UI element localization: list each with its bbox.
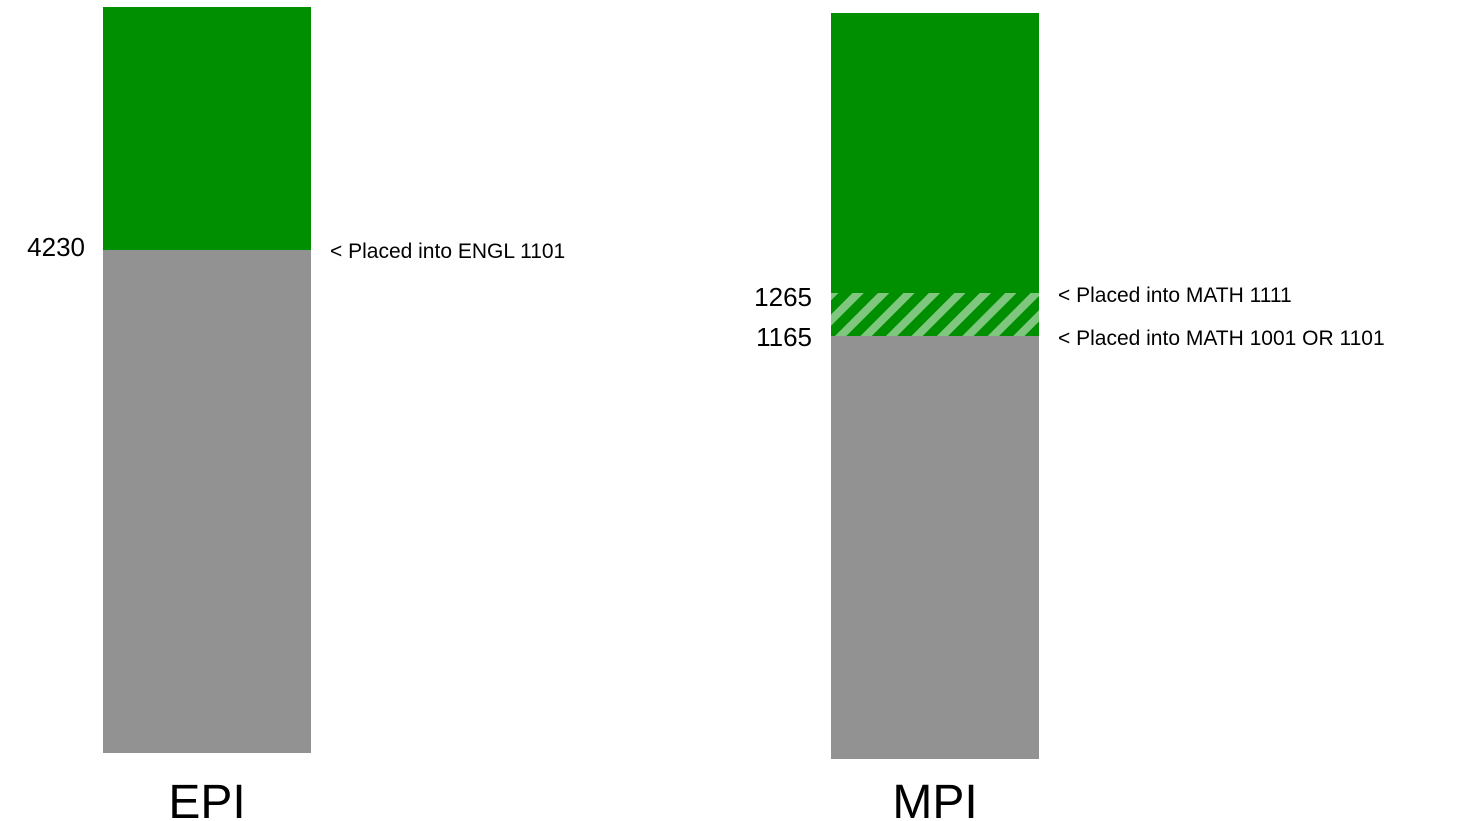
mpi-threshold-note-lower: < Placed into MATH 1001 OR 1101: [1058, 327, 1385, 350]
epi-bar-upper-segment: [103, 7, 311, 250]
epi-bar-label: EPI: [168, 776, 245, 821]
mpi-threshold-note-upper: < Placed into MATH 1111: [1058, 284, 1292, 307]
epi-bar: [103, 7, 311, 753]
mpi-bar-hatched-segment: [831, 293, 1039, 336]
epi-threshold-score: 4230: [27, 232, 85, 262]
epi-threshold-note: < Placed into ENGL 1101: [330, 240, 565, 263]
mpi-threshold-score-lower: 1165: [756, 322, 812, 352]
mpi-threshold-score-upper: 1265: [754, 282, 812, 312]
mpi-bar: [831, 13, 1039, 759]
mpi-bar-label: MPI: [892, 776, 977, 821]
epi-bar-lower-segment: [103, 250, 311, 753]
mpi-bar-upper-segment: [831, 13, 1039, 293]
mpi-bar-lower-segment: [831, 336, 1039, 759]
